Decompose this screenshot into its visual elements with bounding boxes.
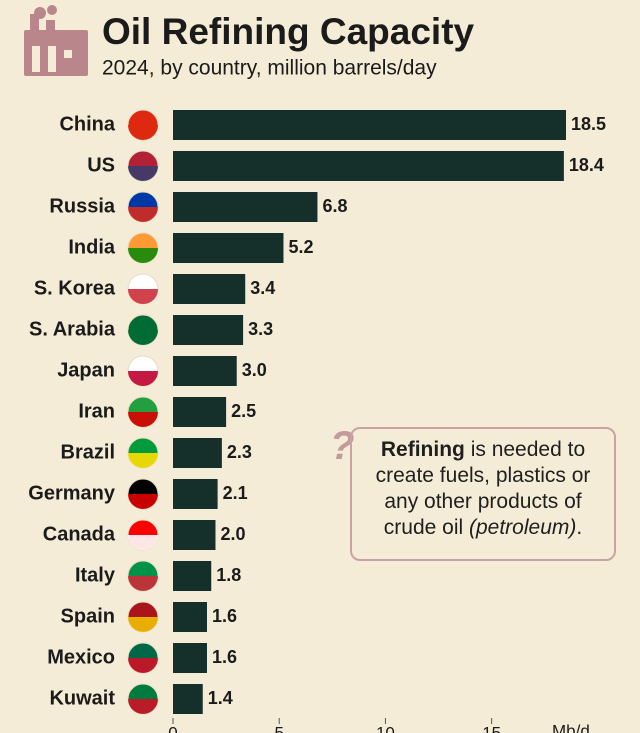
y-tick-label: Russia — [49, 195, 115, 217]
x-axis-label: Mb/d — [552, 721, 590, 733]
y-tick-label: S. Arabia — [29, 318, 116, 340]
bar — [173, 438, 222, 468]
value-label: 18.4 — [569, 155, 604, 175]
bar — [173, 110, 566, 140]
bar — [173, 602, 207, 632]
value-label: 1.4 — [208, 688, 233, 708]
flag-detail — [128, 166, 158, 181]
flag-detail — [128, 330, 158, 345]
annotation-bold: Refining — [380, 438, 465, 461]
bar — [173, 274, 246, 304]
bar — [173, 397, 227, 427]
flag-detail — [128, 576, 158, 591]
flag-detail — [128, 412, 158, 427]
y-tick-label: China — [59, 113, 115, 135]
y-tick-label: S. Korea — [34, 277, 116, 299]
x-tick-label: 0 — [168, 723, 177, 733]
y-tick-label: Iran — [78, 400, 115, 422]
value-label: 1.8 — [216, 565, 241, 585]
annotation-text: is needed to create fuels, plastics or a… — [375, 438, 591, 539]
bar — [173, 233, 284, 263]
flag-detail — [128, 617, 158, 632]
value-label: 2.5 — [231, 401, 256, 421]
flag-detail — [128, 453, 158, 468]
value-label: 3.3 — [248, 319, 273, 339]
flag-detail — [128, 207, 158, 222]
factory-icon — [24, 5, 88, 76]
y-tick-label: Germany — [28, 482, 116, 504]
y-tick-label: Kuwait — [49, 687, 115, 709]
bar — [173, 520, 216, 550]
y-tick-label: Mexico — [47, 646, 115, 668]
value-label: 2.0 — [220, 524, 245, 544]
y-tick-label: Japan — [57, 359, 115, 381]
y-tick-label: India — [68, 236, 116, 258]
value-label: 2.1 — [223, 483, 248, 503]
y-tick-label: Spain — [61, 605, 115, 627]
value-label: 1.6 — [212, 647, 237, 667]
value-label: 3.4 — [250, 278, 275, 298]
value-label: 5.2 — [288, 237, 313, 257]
x-tick-label: 5 — [274, 723, 283, 733]
flag-detail — [128, 289, 158, 304]
chart-title: Oil Refining Capacity — [102, 11, 475, 52]
bar — [173, 151, 564, 181]
bar — [173, 643, 207, 673]
y-tick-label: Canada — [43, 523, 116, 545]
value-label: 1.6 — [212, 606, 237, 626]
flag-detail — [128, 535, 158, 550]
bar — [173, 192, 318, 222]
bar — [173, 356, 237, 386]
y-tick-label: Brazil — [61, 441, 115, 463]
annotation: Refining is needed to create fuels, plas… — [350, 427, 616, 561]
flag-detail — [128, 248, 158, 263]
flag-detail — [128, 494, 158, 509]
value-label: 6.8 — [322, 196, 347, 216]
bar — [173, 684, 203, 714]
x-tick-label: 10 — [376, 723, 395, 733]
x-tick-label: 15 — [482, 723, 501, 733]
flag-detail — [128, 125, 158, 140]
flag-detail — [128, 371, 158, 386]
y-tick-label: Italy — [75, 564, 116, 586]
flag-detail — [128, 699, 158, 714]
bar — [173, 561, 212, 591]
value-label: 2.3 — [227, 442, 252, 462]
y-tick-label: US — [87, 154, 115, 176]
annotation-italic: (petroleum) — [469, 516, 577, 539]
bar — [173, 479, 218, 509]
value-label: 3.0 — [242, 360, 267, 380]
flag-detail — [128, 658, 158, 673]
value-label: 18.5 — [571, 114, 606, 134]
annotation-end: . — [576, 516, 583, 539]
bar — [173, 315, 244, 345]
chart-subtitle: 2024, by country, million barrels/day — [102, 57, 437, 80]
